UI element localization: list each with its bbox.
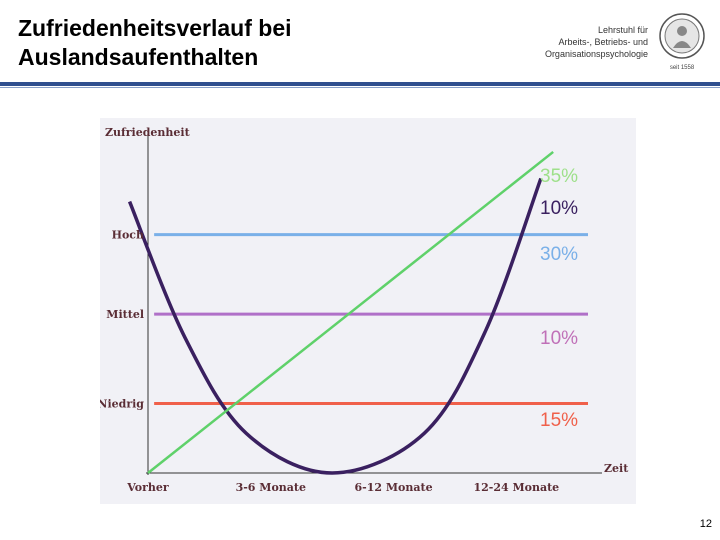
y-level-label: Niedrig (100, 397, 144, 410)
percent-label: 10% (540, 198, 578, 219)
title-line-2: Auslandsaufenthalten (18, 44, 259, 70)
y-level-label: Hoch (112, 229, 144, 242)
x-tick-label: 12-24 Monate (473, 481, 559, 494)
seal-caption: seit 1558 (670, 65, 695, 71)
x-tick-label: 6-12 Monate (355, 481, 433, 494)
slide-title: Zufriedenheitsverlauf bei Auslandsaufent… (18, 14, 438, 72)
x-tick-label: Vorher (126, 481, 169, 494)
logo-line-1: Lehrstuhl für (597, 25, 648, 35)
percent-label: 35% (540, 166, 578, 187)
logo-line-2: Arbeits-, Betriebs- und (558, 37, 648, 47)
diagonal-trend-line (147, 150, 554, 474)
header-rule (0, 82, 720, 86)
logo-line-3: Organisationspsychologie (544, 49, 648, 59)
chair-logo-text: Lehrstuhl für Arbeits-, Betriebs- und Or… (536, 24, 648, 60)
y-level-label: Mittel (106, 308, 144, 321)
header-rule-thin (0, 87, 720, 88)
percent-label: 10% (540, 328, 578, 349)
satisfaction-chart: Zufriedenheit Zeit Vorher 3-6 Monate 6-12 Mo… (97, 126, 629, 494)
y-axis-title: Zufriedenheit (105, 126, 191, 139)
university-seal-icon: seit 1558 (659, 13, 705, 71)
percent-label: 30% (540, 244, 578, 265)
chart-panel: Zufriedenheit Zeit Vorher 3-6 Monate 6-12 Mo… (97, 118, 636, 504)
title-line-1: Zufriedenheitsverlauf bei (18, 15, 292, 41)
x-axis-title: Zeit (604, 462, 629, 475)
u-curve-line (127, 177, 543, 475)
percent-label: 15% (540, 410, 578, 431)
x-tick-label: 3-6 Monate (236, 481, 306, 494)
slide-number: 12 (699, 518, 712, 530)
